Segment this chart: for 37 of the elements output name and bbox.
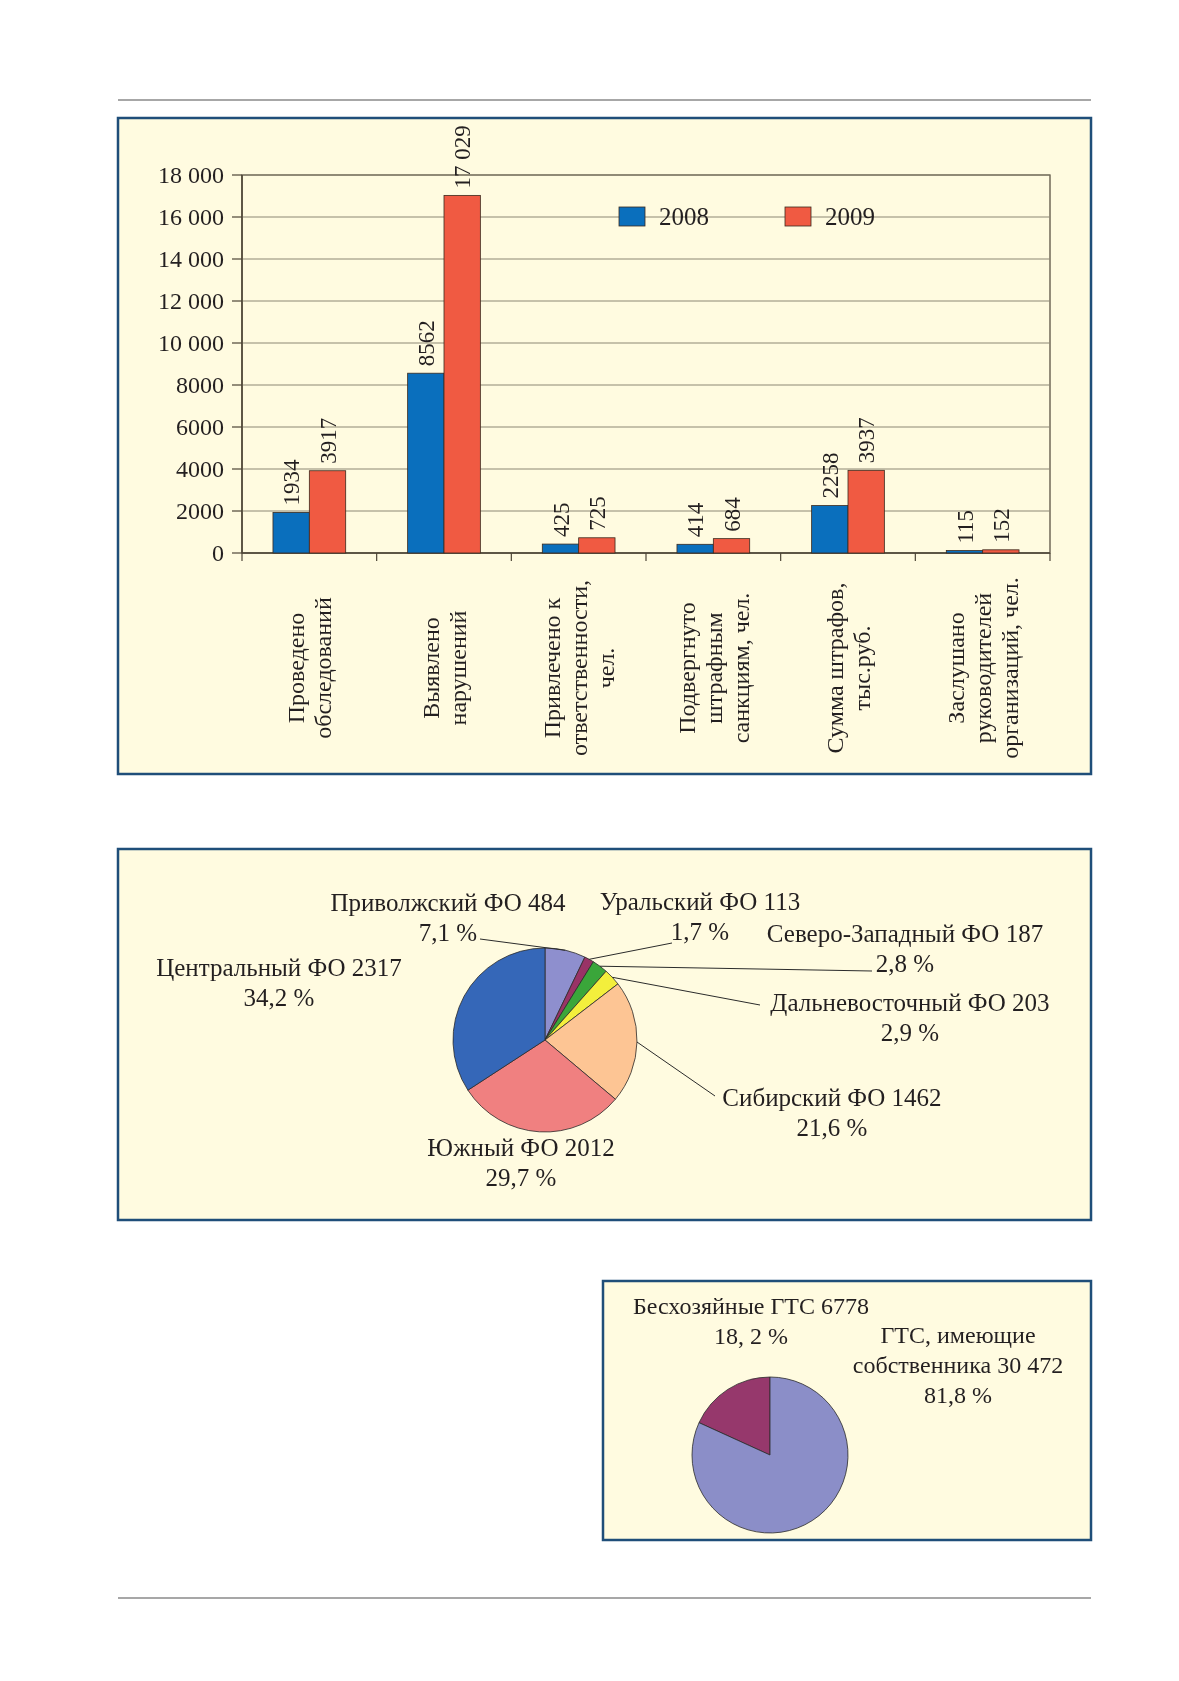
y-tick-label: 10 000	[158, 330, 224, 357]
slice-label: Южный ФО 2012 29,7 %	[427, 1134, 615, 1191]
legend-label: 2008	[659, 203, 709, 230]
y-tick-label: 6000	[176, 414, 224, 441]
y-tick-label: 2000	[176, 498, 224, 525]
x-tick-label: Подвергнуто штрафным санкциям, чел.	[673, 592, 754, 744]
data-label: 115	[952, 509, 978, 544]
y-tick-label: 0	[212, 540, 224, 567]
y-tick-label: 8000	[176, 372, 224, 399]
y-tick-label: 18 000	[158, 162, 224, 189]
slice-label: Приволжский ФО 484 7,1 %	[330, 889, 567, 946]
x-tick-label: Проведено обследований	[283, 597, 337, 739]
x-tick-label: Сумма штрафов, тыс.руб.	[821, 582, 875, 754]
pie-slice	[691, 1376, 849, 1534]
y-tick-label: 12 000	[158, 288, 224, 315]
data-label: 17 029	[450, 125, 476, 189]
data-label: 684	[719, 496, 745, 532]
y-tick-label: 14 000	[158, 246, 224, 273]
data-label: 2258	[817, 452, 843, 499]
data-label: 425	[548, 502, 574, 538]
slice-label: Северо-Западный ФО 187 2,8 %	[766, 920, 1044, 977]
slice-label: Центральный ФО 2317 34,2 %	[156, 954, 402, 1011]
slice-label: Дальневосточный ФО 203 2,9 %	[770, 989, 1050, 1046]
data-label: 1934	[279, 458, 305, 506]
y-tick-label: 16 000	[158, 204, 224, 231]
y-tick-label: 4000	[176, 456, 224, 483]
legend-label: 2009	[825, 203, 875, 230]
x-tick-label: Привлечено к ответственности, чел.	[539, 579, 620, 757]
slice-label: Сибирский ФО 1462 21,6 %	[722, 1084, 942, 1141]
x-tick-label: Заслушано руководителей организаций, чел.	[943, 577, 1024, 759]
data-label: 8562	[413, 320, 439, 367]
data-label: 3917	[315, 417, 341, 464]
data-label: 414	[683, 502, 709, 538]
x-tick-label: Выявлено нарушений	[417, 610, 471, 726]
data-label: 725	[584, 496, 610, 531]
data-label: 152	[988, 508, 1014, 543]
data-label: 3937	[854, 417, 880, 464]
